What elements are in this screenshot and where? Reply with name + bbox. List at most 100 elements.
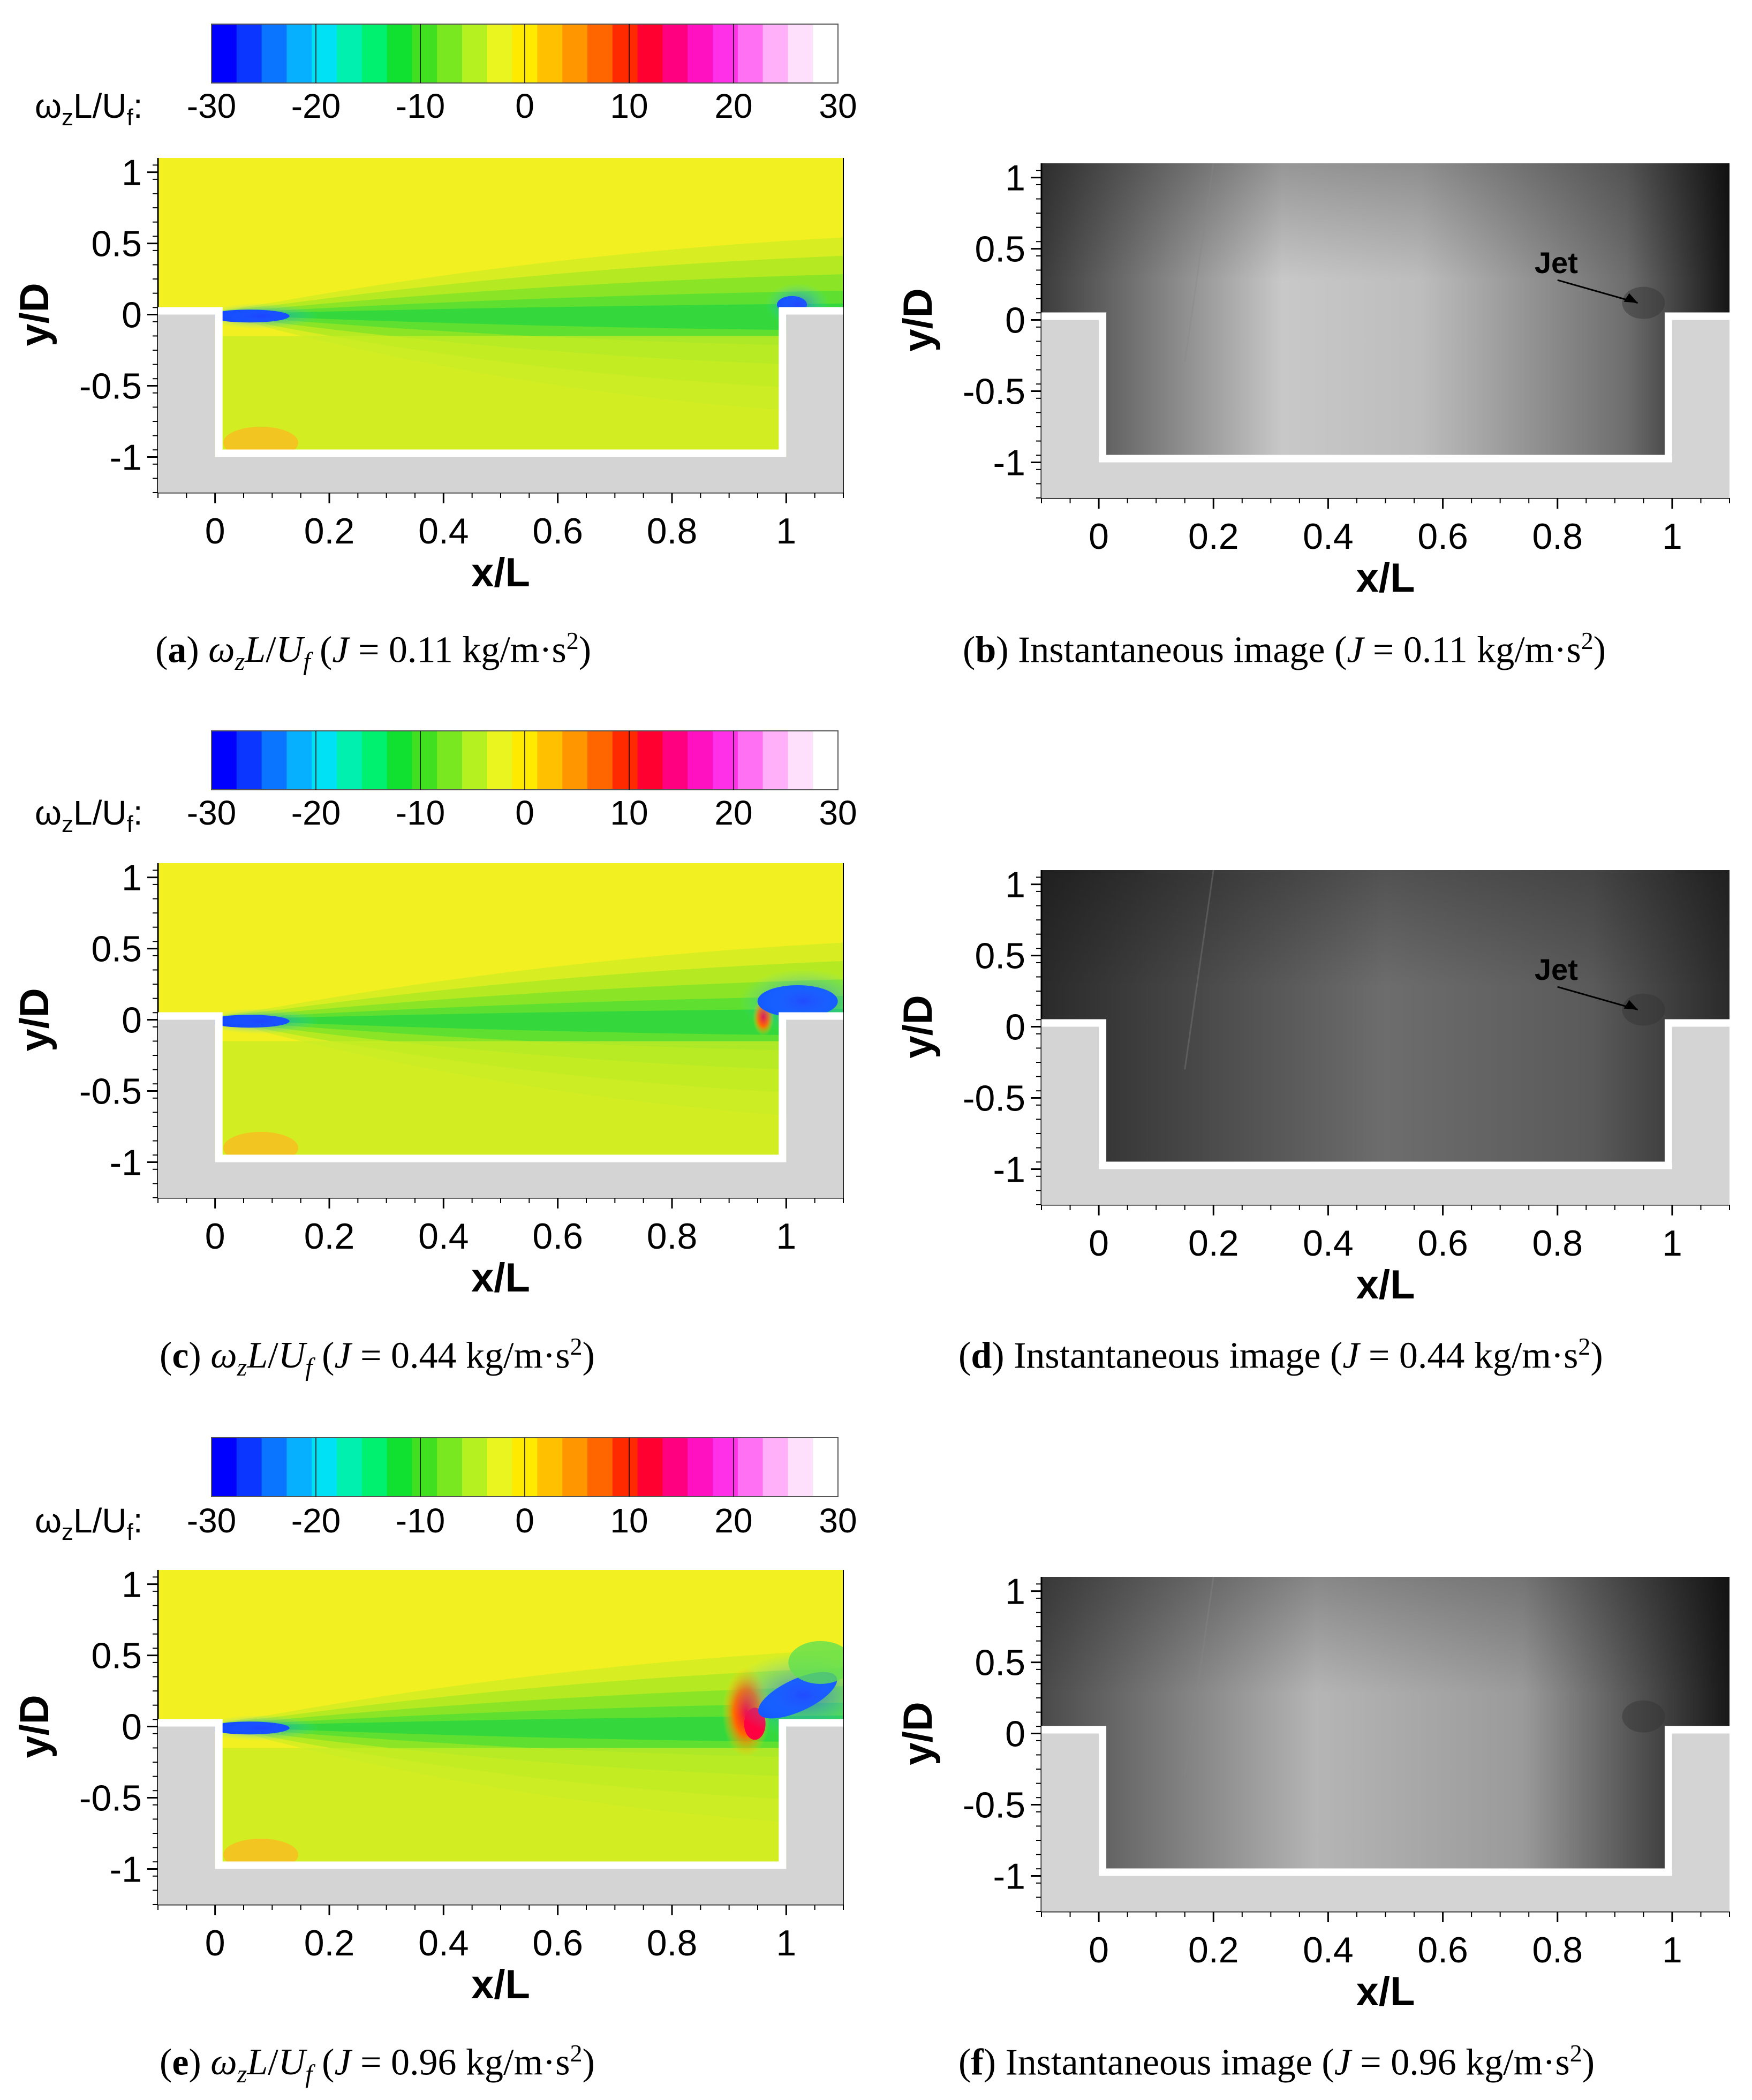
colorbar-swatch	[437, 24, 463, 83]
x-tick-label: 0.4	[1303, 1223, 1354, 1264]
colorbar-tick-label: -20	[291, 794, 341, 832]
y-tick-label: -1	[110, 437, 142, 478]
jet-arrow-head	[1623, 293, 1638, 303]
y-tick-label: 0	[1005, 1714, 1025, 1755]
cavity-outline	[1041, 312, 1730, 463]
x-tick-label: 0.6	[532, 1216, 583, 1257]
y-tick-label: 0	[122, 1000, 142, 1041]
y-tick-label: -0.5	[963, 372, 1025, 412]
y-tick-label: 0.5	[975, 229, 1025, 270]
colorbar-swatch	[713, 24, 738, 83]
colorbar-swatch	[212, 731, 237, 790]
y-tick-label: -1	[993, 1150, 1025, 1190]
x-tick-label: 1	[776, 1216, 796, 1257]
x-tick-label: 0.2	[1188, 1930, 1239, 1970]
y-tick-label: 1	[122, 1565, 142, 1605]
colorbar-swatch	[562, 24, 588, 83]
colorbar-tick-label: 0	[515, 87, 534, 125]
y-tick-label: 1	[1005, 1572, 1025, 1612]
y-tick-label: 0	[1005, 300, 1025, 341]
colorbar-tick-label: -20	[291, 1501, 341, 1540]
shear-layer-band	[215, 1715, 843, 1743]
colorbar-tick-label: 30	[819, 794, 857, 832]
colorbar-swatch	[387, 731, 413, 790]
colorbar-tick-label: 30	[819, 87, 857, 125]
caption-c: (c) ωzL/Uf (J = 0.44 kg/m·s2)	[160, 1333, 595, 1382]
image-streak	[1184, 163, 1214, 363]
y-tick-label: 0	[122, 295, 142, 336]
image-streak	[1184, 1576, 1214, 1777]
x-tick-label: 1	[776, 511, 796, 552]
x-tick-label: 0.8	[647, 1216, 698, 1257]
colorbar-swatch	[562, 1438, 588, 1497]
y-tick-label: -1	[993, 1856, 1025, 1897]
colorbar-swatch	[236, 24, 262, 83]
x-axis-label: x/L	[471, 550, 530, 595]
jet-arrow-head	[1623, 1000, 1638, 1010]
colorbar-swatch	[762, 731, 789, 790]
x-tick-label: 0.4	[418, 1216, 469, 1257]
colorbar-swatch	[387, 1438, 413, 1497]
x-tick-label: 1	[1662, 516, 1682, 557]
x-tick-label: 0	[205, 1216, 225, 1257]
colorbar-tick-label: -30	[187, 87, 237, 125]
y-tick-label: -0.5	[963, 1785, 1025, 1826]
contour-panel-1: 0 0.2 0.4 0.6 0.8 1 1 0.5 0 -0.5 -1 x/L y/D	[12, 858, 844, 1301]
colorbar-swatch	[637, 731, 663, 790]
y-axis-label: y/D	[12, 283, 57, 346]
x-tick-label: 1	[776, 1923, 796, 1963]
y-tick-label: -1	[993, 443, 1025, 484]
colorbar-swatch	[688, 731, 713, 790]
flow-image-shade	[1041, 870, 1730, 988]
colorbar-swatch	[412, 1438, 437, 1497]
x-tick-label: 0.6	[1417, 516, 1468, 557]
y-tick-label: -1	[110, 1849, 142, 1890]
x-tick-label: 0	[205, 1923, 225, 1963]
colorbar-label: ωzL/Uf:	[35, 87, 143, 131]
colorbar-swatch	[437, 1438, 463, 1497]
colorbar-swatch	[788, 1438, 813, 1497]
jet-speckle	[1622, 1700, 1665, 1733]
x-axis-label: x/L	[1356, 1969, 1415, 2014]
y-tick-label: -1	[110, 1143, 142, 1183]
colorbar-swatch	[637, 1438, 663, 1497]
caption-a: (a) ωzL/Uf (J = 0.11 kg/m·s2)	[155, 627, 592, 676]
colorbar-swatch	[412, 24, 437, 83]
x-tick-label: 0	[1089, 1930, 1109, 1970]
y-tick-label: 0.5	[975, 936, 1025, 977]
y-tick-label: 1	[122, 858, 142, 898]
shear-layer-band	[215, 303, 843, 331]
colorbar-swatch	[462, 731, 488, 790]
jet-annotation-arrow	[1557, 986, 1638, 1011]
x-tick-label: 0.2	[1188, 516, 1239, 557]
colorbar-swatch	[737, 24, 764, 83]
caption-e: (e) ωzL/Uf (J = 0.96 kg/m·s2)	[160, 2039, 595, 2089]
leading-edge-glow	[202, 1715, 320, 1741]
contour-panel-2: 0 0.2 0.4 0.6 0.8 1 1 0.5 0 -0.5 -1 x/L y/D	[12, 1565, 844, 2007]
caption-d: (d) Instantaneous image (J = 0.44 kg/m·s…	[958, 1333, 1603, 1377]
x-axis-label: x/L	[1356, 1262, 1415, 1308]
colorbar-swatch	[612, 24, 638, 83]
contour-panel-0: 0 0.2 0.4 0.6 0.8 1 1 0.5 0 -0.5 -1 x/L y/D	[12, 153, 844, 595]
y-axis-label: y/D	[12, 988, 57, 1051]
colorbar-swatch	[286, 731, 312, 790]
colorbar-swatch	[361, 731, 388, 790]
colorbar-swatch	[487, 24, 513, 83]
y-tick-label: 1	[1005, 158, 1025, 199]
colorbar-swatch	[337, 731, 363, 790]
y-tick-label: 0.5	[975, 1643, 1025, 1683]
colorbar-tick-label: 0	[515, 794, 534, 832]
colorbar-swatch	[462, 1438, 488, 1497]
cavity-outline	[158, 1012, 843, 1162]
x-tick-label: 0	[1089, 1223, 1109, 1264]
y-tick-label: 0.5	[91, 1636, 142, 1676]
colorbar-swatch	[212, 24, 237, 83]
colorbar-swatch	[813, 731, 839, 790]
x-axis-label: x/L	[1356, 555, 1415, 601]
x-tick-label: 0.6	[1417, 1930, 1468, 1970]
image-panel-1: Jet 0 0.2 0.4 0.6 0.8 1 1 0.5 0 -0.5 -1 x/L y/D	[895, 865, 1730, 1308]
colorbar-swatch	[387, 24, 413, 83]
x-tick-label: 0.8	[647, 511, 698, 552]
colorbar-tick-label: -30	[187, 1501, 237, 1540]
